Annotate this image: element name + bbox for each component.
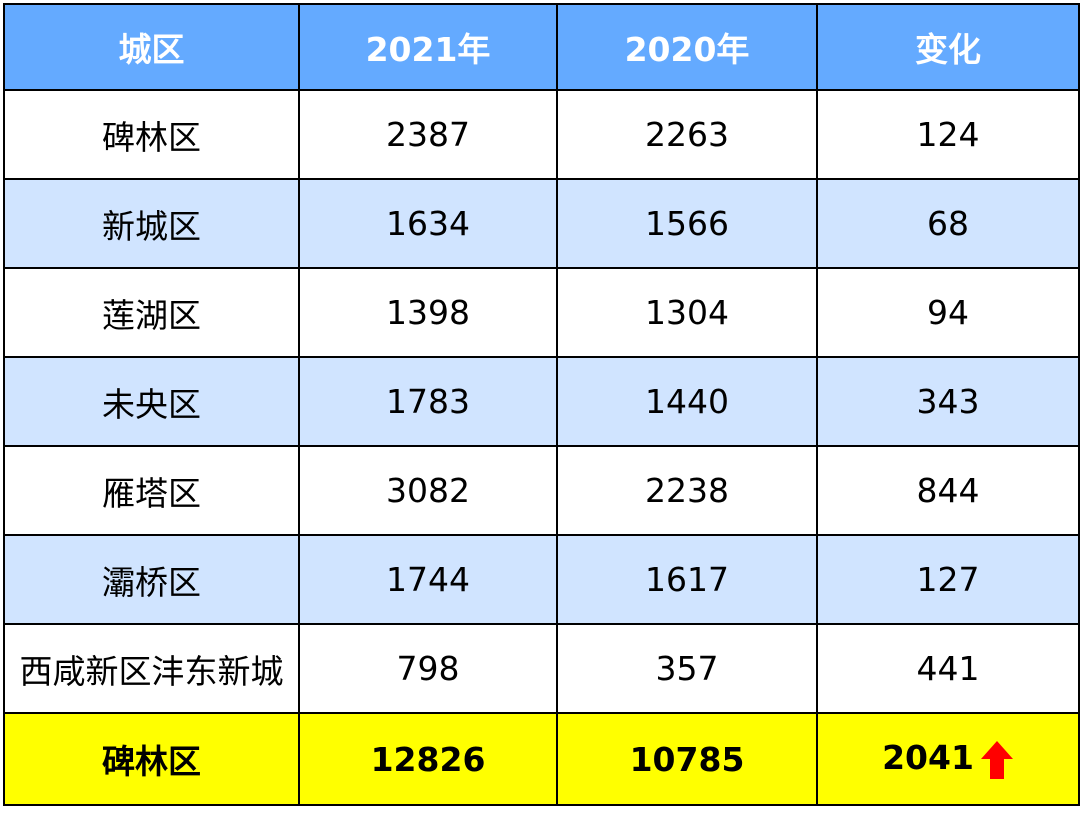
table-cell: 未央区: [3, 356, 300, 447]
arrow-shape: [980, 740, 1013, 779]
table-row: 新城区 1634 1566 68: [3, 178, 1080, 269]
total-cell: 碑林区: [3, 712, 300, 806]
table-cell: 1783: [298, 356, 558, 447]
table-row: 西咸新区沣东新城 798 357 441: [3, 623, 1080, 714]
table-row: 碑林区 2387 2263 124: [3, 89, 1080, 180]
table-cell: 1304: [556, 267, 818, 358]
table-cell: 2263: [556, 89, 818, 180]
table-cell: 1634: [298, 178, 558, 269]
table-cell: 3082: [298, 445, 558, 536]
table-cell: 1744: [298, 534, 558, 625]
header-row: 城区 2021年 2020年 变化: [3, 3, 1080, 91]
total-cell: 2041: [816, 712, 1080, 806]
table-cell: 1440: [556, 356, 818, 447]
total-row: 碑林区 12826 10785 2041: [3, 712, 1080, 806]
table-cell: 357: [556, 623, 818, 714]
table-header: 城区 2021年 2020年 变化: [3, 3, 1080, 91]
total-text: 2041: [882, 738, 974, 778]
table-body: 碑林区 2387 2263 124 新城区 1634 1566 68 莲湖区 1398 1304 94…: [3, 89, 1080, 806]
table-cell: 莲湖区: [3, 267, 300, 358]
total-text: 12826: [370, 739, 486, 779]
table-cell: 新城区: [3, 178, 300, 269]
header-cell: 2021年: [298, 3, 558, 91]
header-cell: 城区: [3, 3, 300, 91]
table-row: 未央区 1783 1440 343: [3, 356, 1080, 447]
up-arrow-icon: [980, 740, 1013, 779]
total-text: 碑林区: [102, 742, 201, 781]
table-row: 莲湖区 1398 1304 94: [3, 267, 1080, 358]
table-cell: 碑林区: [3, 89, 300, 180]
table-cell: 2387: [298, 89, 558, 180]
total-cell: 10785: [556, 712, 818, 806]
data-table: 城区 2021年 2020年 变化 碑林区 2387 2263 124 新城区 1634 1566…: [3, 3, 1080, 806]
table-cell: 西咸新区沣东新城: [3, 623, 300, 714]
table-row: 灞桥区 1744 1617 127: [3, 534, 1080, 625]
table-cell: 441: [816, 623, 1080, 714]
table-cell: 844: [816, 445, 1080, 536]
table-cell: 2238: [556, 445, 818, 536]
header-cell: 变化: [816, 3, 1080, 91]
header-cell: 2020年: [556, 3, 818, 91]
table-cell: 雁塔区: [3, 445, 300, 536]
table-cell: 124: [816, 89, 1080, 180]
total-text: 10785: [629, 739, 745, 779]
table-cell: 68: [816, 178, 1080, 269]
table-cell: 1566: [556, 178, 818, 269]
table-row: 雁塔区 3082 2238 844: [3, 445, 1080, 536]
table-cell: 1398: [298, 267, 558, 358]
table-cell: 127: [816, 534, 1080, 625]
table-cell: 灞桥区: [3, 534, 300, 625]
table-cell: 798: [298, 623, 558, 714]
table-cell: 1617: [556, 534, 818, 625]
total-cell: 12826: [298, 712, 558, 806]
table-cell: 94: [816, 267, 1080, 358]
table-cell: 343: [816, 356, 1080, 447]
